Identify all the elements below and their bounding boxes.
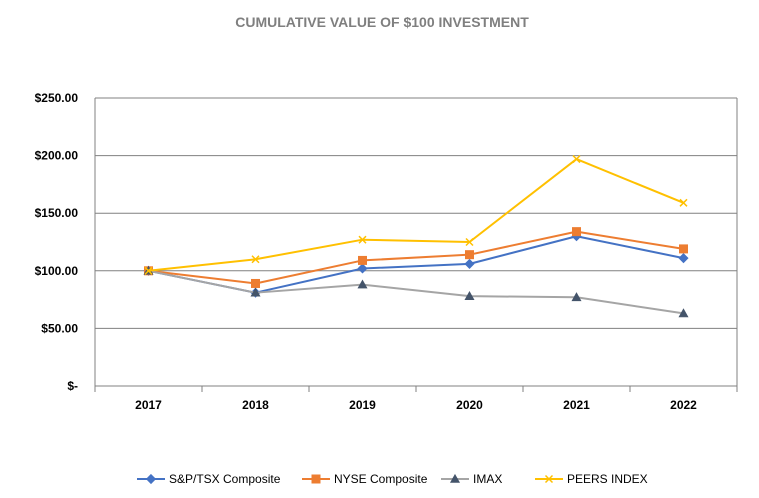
data-point-imax — [250, 287, 261, 297]
legend-item-imax: IMAX — [441, 472, 502, 486]
x-tick-label: 2021 — [563, 398, 590, 412]
chart-title: CUMULATIVE VALUE OF $100 INVESTMENT — [235, 14, 529, 30]
legend-marker — [449, 473, 461, 483]
data-point-s-p-tsx-composite — [464, 258, 475, 269]
y-tick-label: $200.00 — [35, 149, 79, 163]
legend-marker — [311, 474, 321, 484]
series-peers-index — [144, 155, 688, 275]
y-tick-label: $- — [67, 379, 78, 393]
series-imax — [143, 265, 689, 318]
legend-marker — [544, 474, 554, 484]
data-point-s-p-tsx-composite — [678, 253, 689, 264]
data-point-nyse-composite — [251, 278, 260, 288]
series-line-imax — [148, 269, 684, 315]
legend: S&P/TSX Composite NYSE Composite IMAX PEERS… — [137, 472, 648, 486]
y-tick-label: $250.00 — [35, 91, 79, 105]
y-tick-label: $100.00 — [35, 264, 79, 278]
data-point-s-p-tsx-composite — [357, 263, 368, 274]
y-tick-label: $150.00 — [35, 206, 79, 220]
legend-item-nyse-composite: NYSE Composite — [302, 472, 428, 486]
data-point-imax — [464, 291, 475, 300]
x-tick-label: 2017 — [135, 398, 162, 412]
data-point-peers-index — [144, 266, 153, 275]
data-point-peers-index — [679, 198, 688, 207]
y-tick-label: $50.00 — [41, 321, 78, 335]
x-tick-label: 2022 — [670, 398, 697, 412]
x-tick-label: 2018 — [242, 398, 269, 412]
legend-label: NYSE Composite — [334, 472, 428, 486]
legend-label: PEERS INDEX — [567, 472, 648, 486]
series-line-peers-index — [148, 158, 684, 272]
axes: $- $50.00 $100.00 $150.00 $200.00 $250.00 2017… — [35, 91, 738, 412]
data-point-nyse-composite — [679, 244, 688, 254]
x-tick-label: 2019 — [349, 398, 376, 412]
data-point-peers-index — [572, 155, 581, 164]
legend-marker — [145, 473, 157, 485]
data-point-imax — [571, 292, 582, 302]
data-point-imax — [678, 308, 689, 318]
gridlines — [95, 97, 737, 329]
data-point-imax — [357, 279, 368, 289]
series-line-s-p-tsx-composite — [148, 235, 684, 294]
data-point-peers-index — [465, 237, 474, 247]
data-point-peers-index — [251, 255, 260, 264]
legend-item-s-p-tsx-composite: S&P/TSX Composite — [137, 472, 281, 486]
data-point-peers-index — [358, 235, 367, 244]
legend-item-peers-index: PEERS INDEX — [535, 472, 648, 486]
legend-label: S&P/TSX Composite — [169, 472, 281, 486]
series-line-nyse-composite — [148, 230, 684, 285]
data-point-nyse-composite — [465, 250, 474, 260]
series-lines — [143, 155, 689, 318]
legend-label: IMAX — [473, 472, 502, 486]
series-nyse-composite — [144, 227, 688, 288]
data-point-nyse-composite — [572, 227, 581, 237]
x-tick-label: 2020 — [456, 398, 483, 412]
data-point-nyse-composite — [358, 255, 367, 265]
